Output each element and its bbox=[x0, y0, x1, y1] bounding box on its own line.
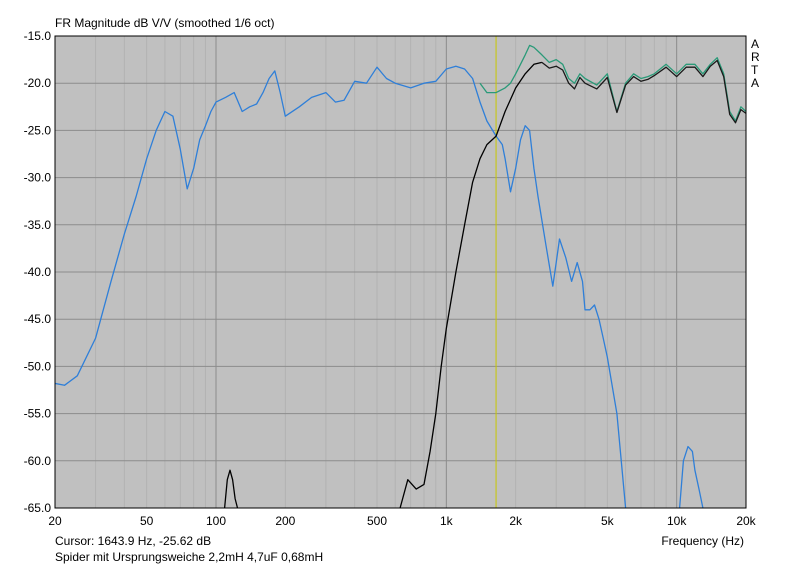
watermark-letter: A bbox=[751, 76, 760, 90]
x-axis-label: Frequency (Hz) bbox=[661, 534, 744, 548]
x-tick-label: 200 bbox=[275, 514, 295, 528]
watermark-letter: R bbox=[751, 50, 760, 64]
y-tick-label: -30.0 bbox=[24, 171, 52, 185]
chart-title: FR Magnitude dB V/V (smoothed 1/6 oct) bbox=[55, 16, 275, 30]
watermark-letter: T bbox=[751, 63, 759, 77]
series-line bbox=[678, 445, 704, 508]
y-tick-label: -65.0 bbox=[24, 501, 52, 515]
series-line bbox=[541, 59, 746, 124]
watermark-letter: A bbox=[751, 37, 760, 51]
plot-frame bbox=[54, 35, 747, 509]
series-line bbox=[223, 469, 239, 508]
series-line bbox=[55, 65, 627, 508]
x-tick-label: 20k bbox=[736, 514, 756, 528]
x-tick-label: 500 bbox=[367, 514, 387, 528]
series-line bbox=[399, 61, 543, 508]
y-tick-label: -50.0 bbox=[24, 359, 52, 373]
y-tick-label: -60.0 bbox=[24, 454, 52, 468]
y-tick-label: -45.0 bbox=[24, 312, 52, 326]
measurement-caption: Spider mit Ursprungsweiche 2,2mH 4,7uF 0… bbox=[55, 550, 324, 564]
y-tick-label: -25.0 bbox=[24, 123, 52, 137]
y-tick-label: -40.0 bbox=[24, 265, 52, 279]
series-line bbox=[479, 44, 746, 122]
y-tick-label: -15.0 bbox=[24, 29, 52, 43]
x-tick-label: 2k bbox=[509, 514, 523, 528]
y-tick-label: -55.0 bbox=[24, 407, 52, 421]
x-tick-label: 100 bbox=[206, 514, 226, 528]
cursor-readout: Cursor: 1643.9 Hz, -25.62 dB bbox=[55, 534, 212, 548]
y-tick-label: -35.0 bbox=[24, 218, 52, 232]
y-tick-label: -20.0 bbox=[24, 76, 52, 90]
x-tick-label: 1k bbox=[440, 514, 454, 528]
x-tick-label: 5k bbox=[601, 514, 615, 528]
x-tick-label: 20 bbox=[48, 514, 62, 528]
x-tick-label: 50 bbox=[140, 514, 154, 528]
x-tick-label: 10k bbox=[667, 514, 687, 528]
